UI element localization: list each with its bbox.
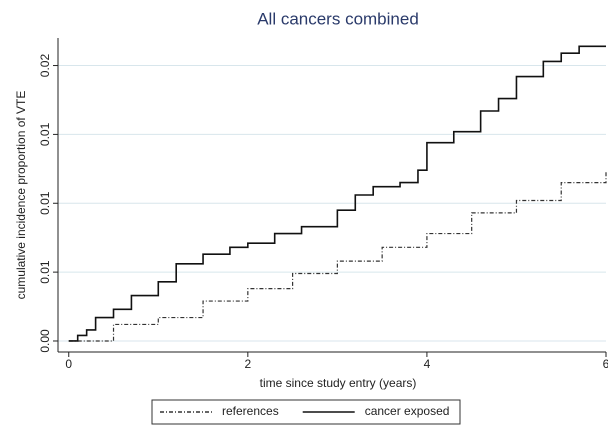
- series-line: [68, 45, 606, 342]
- x-tick-label: 2: [244, 357, 251, 371]
- x-tick-label: 0: [65, 357, 72, 371]
- x-tick-label: 6: [603, 357, 608, 371]
- y-axis-title: cumulative incidence proportion of VTE: [14, 91, 28, 300]
- y-tick-label: 0.02: [38, 54, 52, 78]
- x-tick-label: 4: [424, 357, 431, 371]
- x-axis-title: time since study entry (years): [260, 376, 417, 390]
- chart-title: All cancers combined: [257, 9, 419, 28]
- y-tick-label: 0.01: [38, 122, 52, 146]
- y-tick-label: 0.01: [38, 260, 52, 284]
- legend: references cancer exposed: [151, 399, 461, 425]
- legend-label: references: [222, 404, 279, 418]
- series-line: [68, 170, 607, 342]
- legend-label: cancer exposed: [365, 404, 450, 418]
- y-tick-label: 0.00: [38, 329, 52, 353]
- y-tick-label: 0.01: [38, 191, 52, 215]
